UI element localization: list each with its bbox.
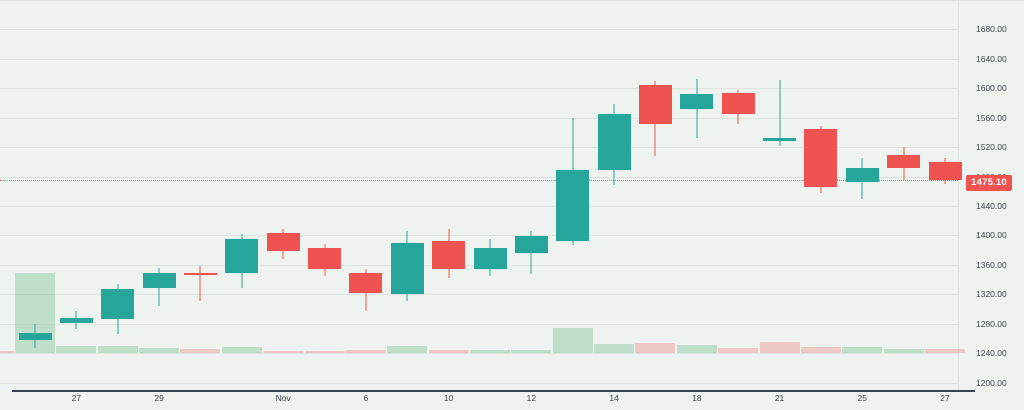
y-axis-tick-label: 1520.00 [976,142,1007,153]
candle-body [763,138,797,142]
grid-line-horizontal [0,353,958,355]
y-axis-tick-label: 1360.00 [976,259,1007,270]
candle-body [18,332,52,340]
x-axis-tick-label: 14 [609,393,619,403]
volume-bar [345,350,386,354]
x-axis-tick-label: Nov [275,393,291,403]
grid-line-horizontal [0,88,958,90]
grid-line-horizontal [0,235,958,237]
x-axis-tick-label: 10 [443,393,454,403]
volume-bar [676,345,717,354]
time-axis-line [12,390,975,392]
candle-body [349,272,383,293]
candle-body [473,247,507,269]
candle-wick [199,265,202,301]
volume-bar [56,346,97,354]
y-axis-tick-label: 1320.00 [976,289,1007,300]
price-line [0,179,958,181]
grid-line-horizontal [0,29,958,31]
volume-bar [387,346,428,354]
grid-line-horizontal [0,176,958,178]
volume-bar [883,349,924,354]
grid-line-horizontal [0,323,958,325]
candle-body [804,129,838,187]
volume-bar [511,350,552,354]
volume-bar [594,344,635,354]
y-axis-tick-label: 1240.00 [976,348,1007,359]
volume-bar [221,347,262,354]
x-axis-tick-label: 29 [154,393,164,403]
candle-body [638,84,672,125]
grid-line-horizontal [0,58,958,60]
grid-line-horizontal [0,147,958,149]
y-axis-tick-label: 1600.00 [976,83,1007,94]
x-axis-tick-label: 18 [692,393,702,403]
last-price-label: 1475.10 [971,177,1007,188]
volume-bar [800,347,841,354]
candle-body [183,272,217,276]
candle-body [597,113,631,170]
price-badge: 1475.10 [966,174,1012,191]
candle-body [266,233,300,251]
volume-bar [635,343,676,354]
volume-bar [263,351,304,354]
y-axis-tick-label: 1400.00 [976,230,1007,241]
candle-body [680,94,714,109]
volume-bar [97,346,138,354]
x-axis-tick-label: 21 [774,393,785,403]
x-axis-tick-label: 6 [363,393,369,403]
candle-body [514,236,548,254]
volume-bar [0,351,14,354]
price-axis-divider [958,1,959,390]
y-axis-tick-label: 1280.00 [976,318,1007,329]
volume-bar [842,347,883,354]
volume-bar [180,349,221,354]
grid-line-horizontal [0,206,958,207]
y-axis-tick-label: 1200.00 [976,377,1007,388]
y-axis-tick-label: 1560.00 [976,112,1007,123]
candle-body [928,161,962,181]
volume-bar [428,350,469,354]
candle-body [887,155,921,168]
candle-body [556,169,590,242]
volume-bar [470,350,510,354]
volume-bar [718,348,759,354]
grid-line-horizontal [0,117,958,119]
volume-bar [139,348,180,354]
candle-body [142,272,176,288]
candle-body [225,239,259,273]
volume-bar [759,342,800,354]
candle-body [59,317,93,324]
volume-bar [552,328,593,354]
x-axis-tick-label: 27 [940,393,950,403]
grid-line-horizontal [0,294,958,296]
candle-body [101,289,135,319]
candle-body [432,241,466,269]
candle-wick [778,80,781,147]
y-axis-tick-label: 1680.00 [976,24,1007,35]
x-axis-tick-label: 27 [71,393,82,403]
candle-body [845,167,879,182]
volume-bar [304,351,345,354]
volume-bar [925,349,965,354]
grid-line-horizontal [0,382,958,384]
x-axis-tick-label: 25 [857,393,867,403]
y-axis-tick-label: 1640.00 [976,53,1007,64]
candle-body [390,242,424,294]
x-axis-tick-label: 12 [526,393,537,403]
y-axis-tick-label: 1440.00 [976,201,1007,211]
candle-body [721,93,755,114]
candle-body [308,247,342,269]
